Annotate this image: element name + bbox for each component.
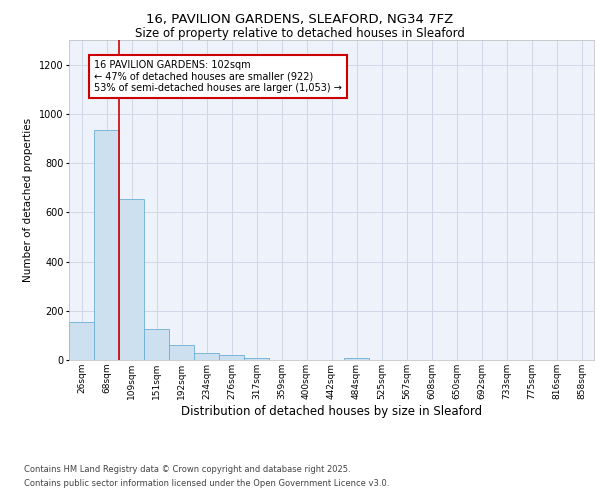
Text: Contains public sector information licensed under the Open Government Licence v3: Contains public sector information licen… <box>24 479 389 488</box>
X-axis label: Distribution of detached houses by size in Sleaford: Distribution of detached houses by size … <box>181 404 482 417</box>
Bar <box>69 322 94 360</box>
Y-axis label: Number of detached properties: Number of detached properties <box>23 118 33 282</box>
Bar <box>244 358 269 360</box>
Bar <box>119 199 144 360</box>
Text: Size of property relative to detached houses in Sleaford: Size of property relative to detached ho… <box>135 28 465 40</box>
Bar <box>144 329 169 360</box>
Bar <box>219 355 244 360</box>
Bar <box>344 358 369 360</box>
Bar <box>94 130 119 360</box>
Bar <box>194 352 219 360</box>
Text: 16, PAVILION GARDENS, SLEAFORD, NG34 7FZ: 16, PAVILION GARDENS, SLEAFORD, NG34 7FZ <box>146 12 454 26</box>
Text: Contains HM Land Registry data © Crown copyright and database right 2025.: Contains HM Land Registry data © Crown c… <box>24 466 350 474</box>
Bar <box>169 345 194 360</box>
Text: 16 PAVILION GARDENS: 102sqm
← 47% of detached houses are smaller (922)
53% of se: 16 PAVILION GARDENS: 102sqm ← 47% of det… <box>94 60 342 93</box>
